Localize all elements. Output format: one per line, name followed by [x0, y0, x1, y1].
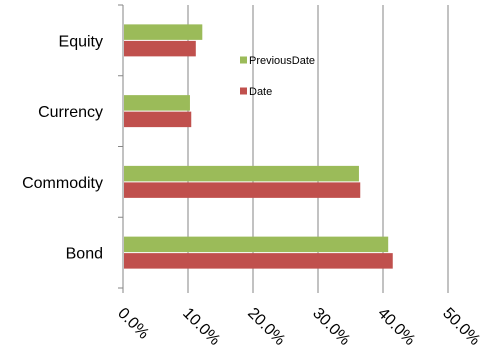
category-labels: Bond Commodity Currency Equity	[22, 33, 103, 262]
bar-date-equity	[124, 40, 196, 57]
legend-swatch-date	[240, 87, 247, 95]
legend: PreviousDate Date	[240, 55, 315, 98]
x-tick-label: 30.0%	[309, 305, 353, 349]
legend-swatch-previousdate	[240, 56, 247, 64]
bar-date-currency	[124, 111, 192, 128]
category-label: Commodity	[22, 175, 103, 192]
category-label: Bond	[66, 246, 103, 263]
tick-labels: 0.0% 10.0% 20.0% 30.0% 40.0% 50.0%	[114, 305, 482, 349]
x-tick-label: 10.0%	[179, 305, 223, 349]
bar-previousdate-currency	[124, 95, 190, 111]
x-tick-label: 20.0%	[244, 305, 288, 349]
x-tick-label: 0.0%	[114, 305, 152, 343]
bars	[124, 24, 393, 269]
bar-previousdate-bond	[124, 236, 389, 253]
legend-label-date: Date	[249, 86, 272, 98]
category-label: Currency	[38, 104, 103, 121]
bar-date-bond	[124, 253, 393, 269]
axes	[118, 4, 449, 293]
x-tick-label: 40.0%	[374, 305, 418, 349]
bar-previousdate-commodity	[124, 165, 359, 182]
bar-previousdate-equity	[124, 24, 203, 40]
x-tick-label: 50.0%	[439, 305, 482, 349]
category-label: Equity	[59, 33, 103, 50]
bar-date-commodity	[124, 182, 361, 198]
legend-label-previousdate: PreviousDate	[249, 55, 315, 67]
